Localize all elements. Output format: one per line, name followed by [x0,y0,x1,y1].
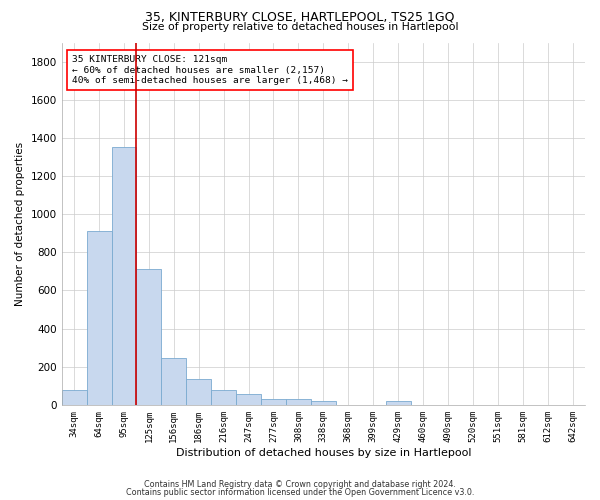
X-axis label: Distribution of detached houses by size in Hartlepool: Distribution of detached houses by size … [176,448,471,458]
Text: 35 KINTERBURY CLOSE: 121sqm
← 60% of detached houses are smaller (2,157)
40% of : 35 KINTERBURY CLOSE: 121sqm ← 60% of det… [72,55,348,85]
Bar [186,379,211,405]
Bar [236,394,261,405]
Bar [161,358,186,405]
Y-axis label: Number of detached properties: Number of detached properties [15,142,25,306]
Text: 35, KINTERBURY CLOSE, HARTLEPOOL, TS25 1GQ: 35, KINTERBURY CLOSE, HARTLEPOOL, TS25 1… [145,11,455,24]
Bar [311,402,336,405]
Bar [386,401,410,405]
Text: Contains public sector information licensed under the Open Government Licence v3: Contains public sector information licen… [126,488,474,497]
Bar [286,399,311,405]
Text: Contains HM Land Registry data © Crown copyright and database right 2024.: Contains HM Land Registry data © Crown c… [144,480,456,489]
Bar [211,390,236,405]
Bar [136,270,161,405]
Text: Size of property relative to detached houses in Hartlepool: Size of property relative to detached ho… [142,22,458,32]
Bar [112,148,136,405]
Bar [86,232,112,405]
Bar [62,390,86,405]
Bar [261,399,286,405]
